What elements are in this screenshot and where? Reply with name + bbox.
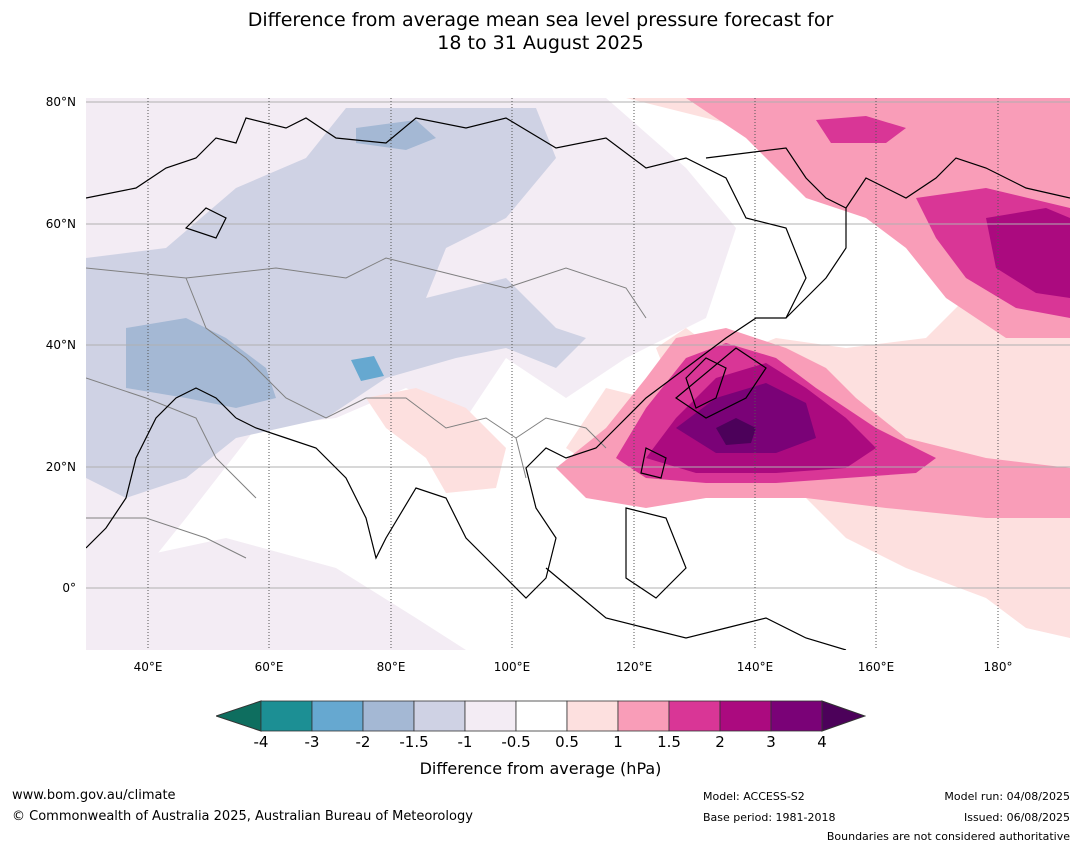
colorbar (216, 700, 866, 732)
longitude-gridlines (147, 98, 999, 650)
lon-label-100e: 100°E (493, 660, 531, 674)
lat-label-60n: 60°N (45, 217, 76, 231)
colorbar-cell (617, 700, 670, 732)
pressure-anomaly-map (86, 98, 1070, 650)
colorbar-tick-label: 3 (766, 733, 776, 751)
colorbar-cell (719, 700, 772, 732)
anomaly-minus-2 (351, 356, 384, 381)
map-svg (86, 98, 1070, 650)
colorbar-tick-label: -0.5 (501, 733, 531, 751)
colorbar-cell (362, 700, 415, 732)
copyright-text: © Commonwealth of Australia 2025, Austra… (12, 809, 473, 824)
lon-label-180: 180° (983, 660, 1013, 674)
colorbar-tick-label: -2 (355, 733, 371, 751)
lon-label-80e: 80°E (376, 660, 406, 674)
lon-label-160e: 160°E (857, 660, 895, 674)
colorbar-tick-label: 1 (613, 733, 623, 751)
colorbar-label: Difference from average (hPa) (419, 759, 662, 778)
colorbar-tick-label: -1.5 (399, 733, 429, 751)
lon-label-140e: 140°E (736, 660, 774, 674)
title-line-1: Difference from average mean sea level p… (247, 9, 834, 31)
colorbar-tick-label: 2 (715, 733, 725, 751)
anomaly-plus-4 (716, 418, 756, 445)
colorbar-tick-label: -3 (304, 733, 320, 751)
colorbar-tick-label: 4 (817, 733, 827, 751)
lon-label-60e: 60°E (254, 660, 284, 674)
colorbar-tick-label: 0.5 (555, 733, 579, 751)
colorbar-cell (311, 700, 364, 732)
anomaly-plus-1-5-top (816, 116, 906, 143)
title-line-2: 18 to 31 August 2025 (437, 32, 644, 54)
colorbar-cell (260, 700, 313, 732)
latitude-gridlines (86, 101, 1070, 589)
lat-label-0: 0° (62, 581, 76, 595)
colorbar-cell (464, 700, 517, 732)
coastlines (86, 117, 1070, 650)
anomaly-minus-1-5 (126, 318, 276, 408)
base-period-text: Base period: 1981-2018 (703, 811, 836, 824)
lat-label-20n: 20°N (45, 460, 76, 474)
anomaly-plus-3 (676, 383, 816, 453)
anomaly-minus-0-5-south (86, 538, 466, 650)
disclaimer-text: Boundaries are not considered authoritat… (826, 830, 1070, 843)
lat-label-40n: 40°N (45, 338, 76, 352)
model-run-text: Model run: 04/08/2025 (944, 790, 1070, 803)
colorbar-cell (515, 700, 568, 732)
colorbar-tick-label: -4 (253, 733, 269, 751)
lon-label-120e: 120°E (615, 660, 653, 674)
colorbar-cell (413, 700, 466, 732)
anomaly-plus-2-north (986, 208, 1070, 298)
colorbar-tick-label: 1.5 (657, 733, 681, 751)
issued-text: Issued: 06/08/2025 (963, 811, 1070, 824)
colorbar-cell (770, 700, 823, 732)
colorbar-cell (668, 700, 721, 732)
model-text: Model: ACCESS-S2 (703, 790, 805, 803)
lat-label-80n: 80°N (45, 95, 76, 109)
lon-label-40e: 40°E (133, 660, 163, 674)
colorbar-cell (566, 700, 619, 732)
colorbar-over-arrow (821, 700, 866, 732)
colorbar-tick-label: -1 (457, 733, 473, 751)
colorbar-under-arrow (216, 700, 262, 732)
website-link[interactable]: www.bom.gov.au/climate (12, 788, 176, 803)
country-borders (86, 257, 647, 559)
map-title: Difference from average mean sea level p… (0, 9, 1081, 55)
